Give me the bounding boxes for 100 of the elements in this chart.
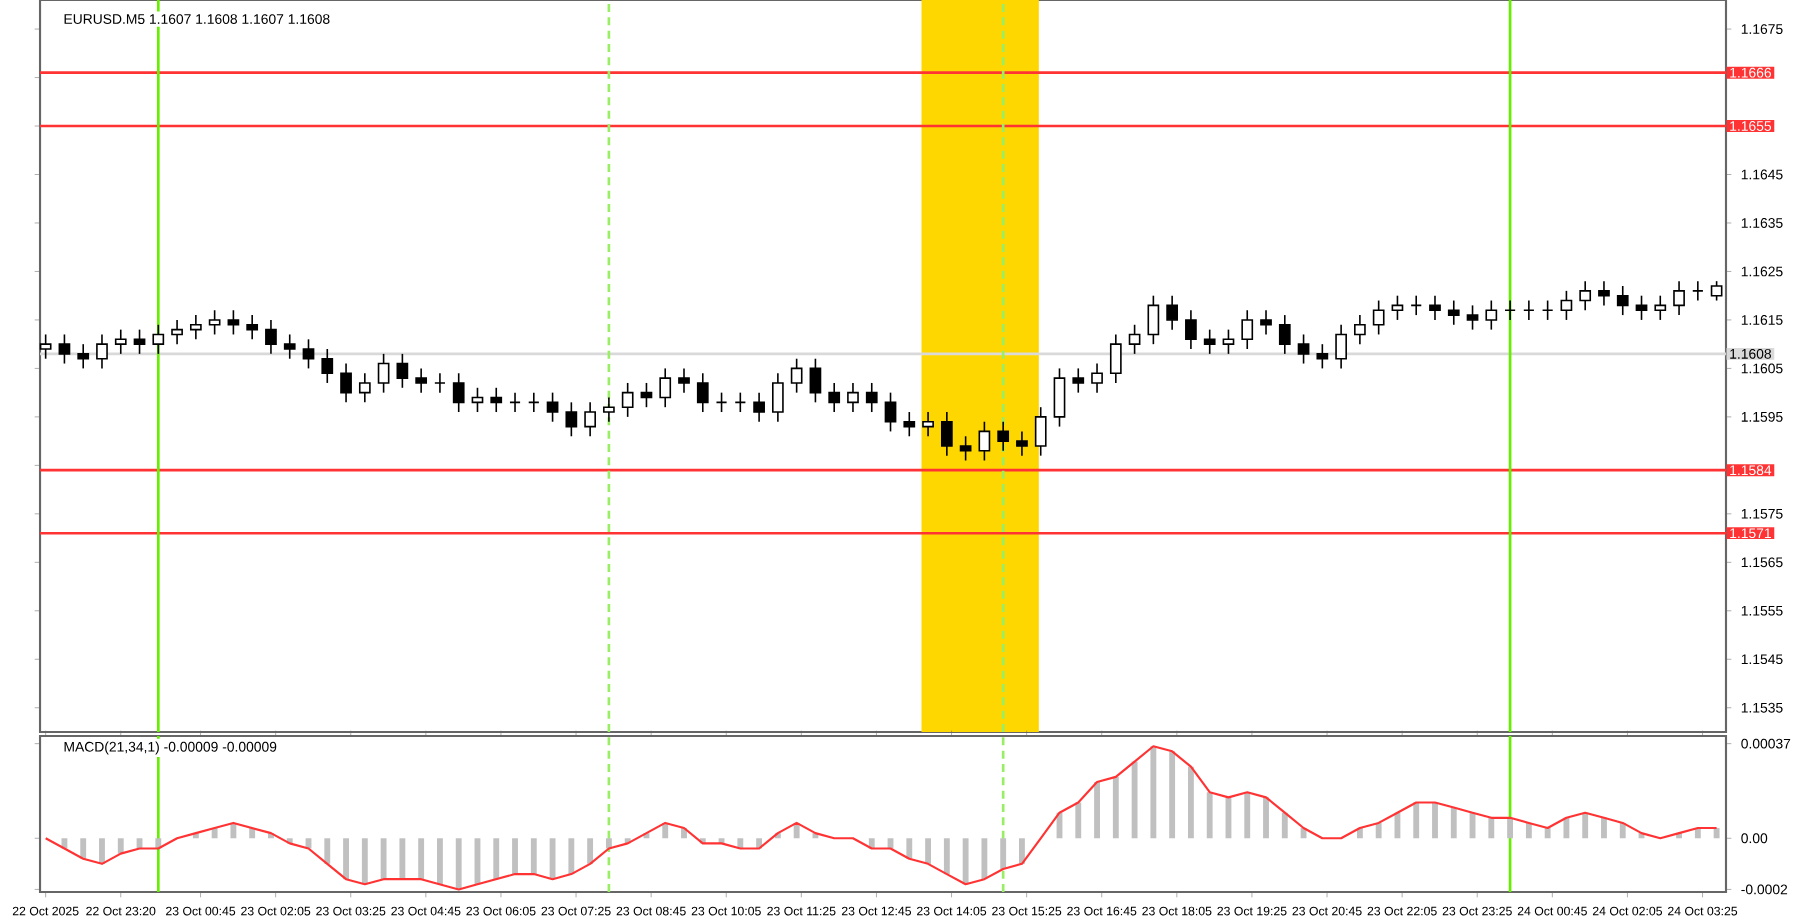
- candlestick: [340, 362, 352, 404]
- bar: [587, 838, 594, 864]
- candlestick: [1335, 323, 1347, 370]
- bar: [512, 838, 518, 875]
- bar: [1619, 822, 1626, 839]
- bar: [1525, 822, 1532, 839]
- candlestick: [1616, 285, 1629, 316]
- bar: [1563, 817, 1570, 839]
- bar: [1488, 817, 1495, 839]
- bar: [1131, 761, 1138, 839]
- candlestick: [1185, 309, 1197, 350]
- bar: [1281, 812, 1288, 839]
- candlestick: [452, 372, 465, 413]
- candlestick: [1278, 314, 1291, 355]
- candlestick: [603, 396, 615, 423]
- candlestick: [171, 319, 183, 345]
- candlestick: [1504, 299, 1516, 321]
- bar: [418, 838, 425, 880]
- candlestick: [490, 386, 503, 413]
- candlestick: [828, 382, 841, 413]
- candlestick: [265, 319, 277, 355]
- bar: [925, 838, 932, 864]
- bar: [436, 838, 443, 885]
- bar: [99, 838, 105, 864]
- candlestick: [678, 367, 690, 394]
- candlestick: [1691, 280, 1704, 302]
- bar: [1601, 817, 1607, 839]
- candlestick: [865, 382, 878, 413]
- candlestick: [527, 391, 540, 413]
- bar: [962, 838, 969, 885]
- candlestick: [1109, 333, 1122, 384]
- candlestick: [1579, 280, 1592, 312]
- bar: [211, 828, 218, 839]
- bar: [906, 838, 913, 859]
- bar: [530, 838, 537, 875]
- bar: [1582, 812, 1589, 839]
- candlestick: [1523, 299, 1535, 321]
- candlestick: [189, 314, 202, 341]
- candlestick: [1034, 406, 1047, 457]
- bar: [493, 838, 500, 880]
- candlestick: [358, 372, 371, 404]
- bar: [230, 822, 237, 839]
- candlestick: [1072, 367, 1085, 394]
- candlestick: [415, 367, 428, 394]
- bar: [1244, 792, 1251, 839]
- candlestick: [283, 333, 296, 360]
- candlestick: [1447, 299, 1460, 326]
- candlestick: [903, 411, 916, 438]
- candlestick: [509, 391, 521, 413]
- bar: [380, 838, 387, 880]
- bar: [399, 838, 406, 880]
- bar: [1375, 822, 1382, 839]
- candlestick: [77, 343, 90, 370]
- bar: [1432, 802, 1438, 839]
- bar: [117, 838, 124, 854]
- bar: [1450, 807, 1457, 839]
- candlestick: [1260, 309, 1272, 336]
- bar: [343, 838, 349, 880]
- bar: [455, 838, 462, 890]
- candlestick: [1654, 294, 1667, 321]
- bar: [1413, 802, 1420, 839]
- bar: [1263, 797, 1269, 839]
- candlestick: [1166, 294, 1179, 331]
- candlestick: [1598, 280, 1610, 307]
- candlestick: [1016, 430, 1028, 457]
- bar: [1112, 776, 1119, 839]
- bar: [1507, 817, 1514, 839]
- candlestick: [1410, 294, 1423, 316]
- bar: [1150, 746, 1157, 839]
- candlestick: [584, 401, 596, 438]
- candlestick: [434, 372, 446, 394]
- bar: [549, 838, 556, 880]
- candlestick: [659, 367, 672, 408]
- bar: [1000, 838, 1007, 869]
- bar: [1019, 838, 1025, 864]
- bar: [324, 838, 331, 864]
- bar: [568, 838, 575, 875]
- candlestick: [772, 372, 784, 423]
- candlestick: [1091, 362, 1103, 394]
- bar: [1544, 828, 1551, 839]
- candlestick: [96, 333, 108, 370]
- bar: [1713, 828, 1720, 839]
- candlestick: [1354, 314, 1366, 345]
- candlestick: [940, 411, 953, 457]
- bar: [249, 828, 256, 839]
- bar: [80, 838, 87, 859]
- candlestick: [696, 372, 709, 413]
- bar: [361, 838, 368, 885]
- candlestick: [753, 391, 765, 423]
- candlestick: [246, 314, 259, 341]
- bar: [1187, 766, 1194, 839]
- candlestick: [1241, 309, 1254, 350]
- bar: [981, 838, 988, 880]
- candlestick: [321, 348, 334, 384]
- bar: [1206, 792, 1213, 839]
- bar: [943, 838, 950, 875]
- candlestick: [1673, 280, 1685, 316]
- bar: [1169, 751, 1176, 839]
- candlestick: [997, 420, 1010, 452]
- bar: [1094, 782, 1100, 839]
